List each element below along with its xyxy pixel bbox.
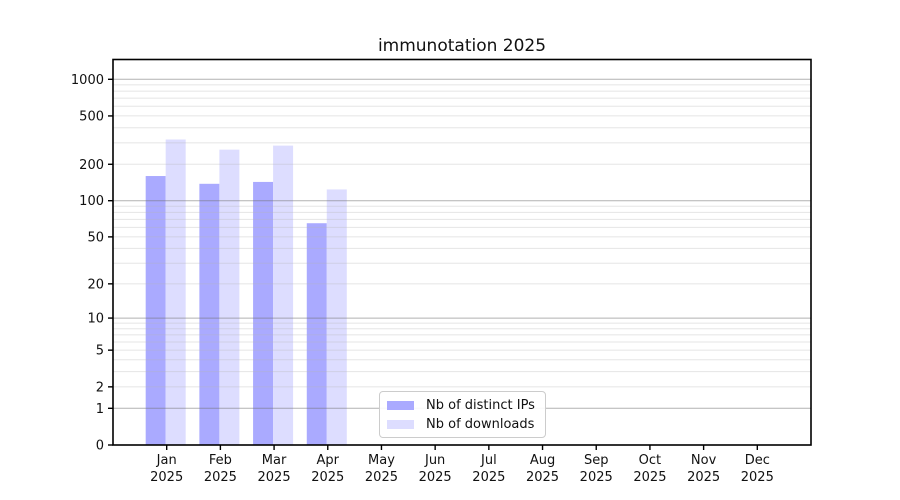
y-tick-label: 20 (87, 277, 104, 292)
bar-distinct-ips-apr (306, 223, 327, 445)
y-tick-label: 50 (87, 230, 104, 245)
x-tick-label-year: 2025 (633, 470, 666, 485)
x-tick-label-month: Dec (745, 453, 770, 468)
y-tick-label: 100 (79, 194, 104, 209)
x-tick-label-month: Jul (480, 453, 497, 468)
x-tick-label-year: 2025 (365, 470, 398, 485)
x-tick-label-year: 2025 (741, 470, 774, 485)
legend-swatch-downloads (387, 419, 414, 429)
x-tick-label-year: 2025 (419, 470, 452, 485)
bar-downloads-mar (273, 145, 294, 445)
y-tick-label: 2 (96, 380, 104, 395)
bar-distinct-ips-mar (253, 181, 274, 446)
x-tick-label-year: 2025 (204, 470, 237, 485)
x-tick-label-month: May (368, 453, 395, 468)
x-tick-label-year: 2025 (258, 470, 291, 485)
legend-label-downloads: Nb of downloads (426, 416, 535, 432)
legend-label-distinct-ips: Nb of distinct IPs (426, 397, 535, 413)
legend: Nb of distinct IPs Nb of downloads (379, 391, 546, 438)
x-tick-label-year: 2025 (580, 470, 613, 485)
x-tick-label-year: 2025 (526, 470, 559, 485)
x-tick-label-year: 2025 (687, 470, 720, 485)
x-tick-label-month: Jan (156, 453, 177, 468)
bar-distinct-ips-jan (145, 176, 166, 445)
x-tick-label-month: Apr (317, 453, 340, 468)
chart-title: immunotation 2025 (377, 36, 547, 56)
x-tick-label-month: Mar (262, 453, 287, 468)
bar-distinct-ips-feb (199, 183, 220, 445)
y-tick-label: 500 (79, 109, 104, 124)
y-tick-label: 0 (96, 439, 104, 454)
x-tick-label-month: Feb (209, 453, 232, 468)
y-tick-label: 1000 (71, 73, 104, 88)
legend-swatch-distinct-ips (387, 400, 414, 410)
y-tick-label: 5 (96, 344, 104, 359)
bar-downloads-apr (326, 189, 347, 445)
x-tick-label-month: Sep (584, 453, 609, 468)
bar-downloads-feb (219, 149, 240, 446)
x-tick-label-month: Oct (639, 453, 661, 468)
x-tick-label-month: Nov (691, 453, 717, 468)
y-tick-label: 1 (96, 402, 104, 417)
y-tick-label: 10 (87, 312, 104, 327)
plot-spine (112, 58, 812, 446)
x-tick-label-month: Jun (424, 453, 445, 468)
legend-item-distinct-ips: Nb of distinct IPs (387, 397, 537, 413)
x-tick-label-month: Aug (530, 453, 555, 468)
bar-downloads-jan (165, 139, 186, 446)
x-tick-label-year: 2025 (472, 470, 505, 485)
x-tick-label-year: 2025 (150, 470, 183, 485)
x-tick-label-year: 2025 (311, 470, 344, 485)
y-tick-label: 200 (79, 158, 104, 173)
legend-item-downloads: Nb of downloads (387, 416, 537, 432)
